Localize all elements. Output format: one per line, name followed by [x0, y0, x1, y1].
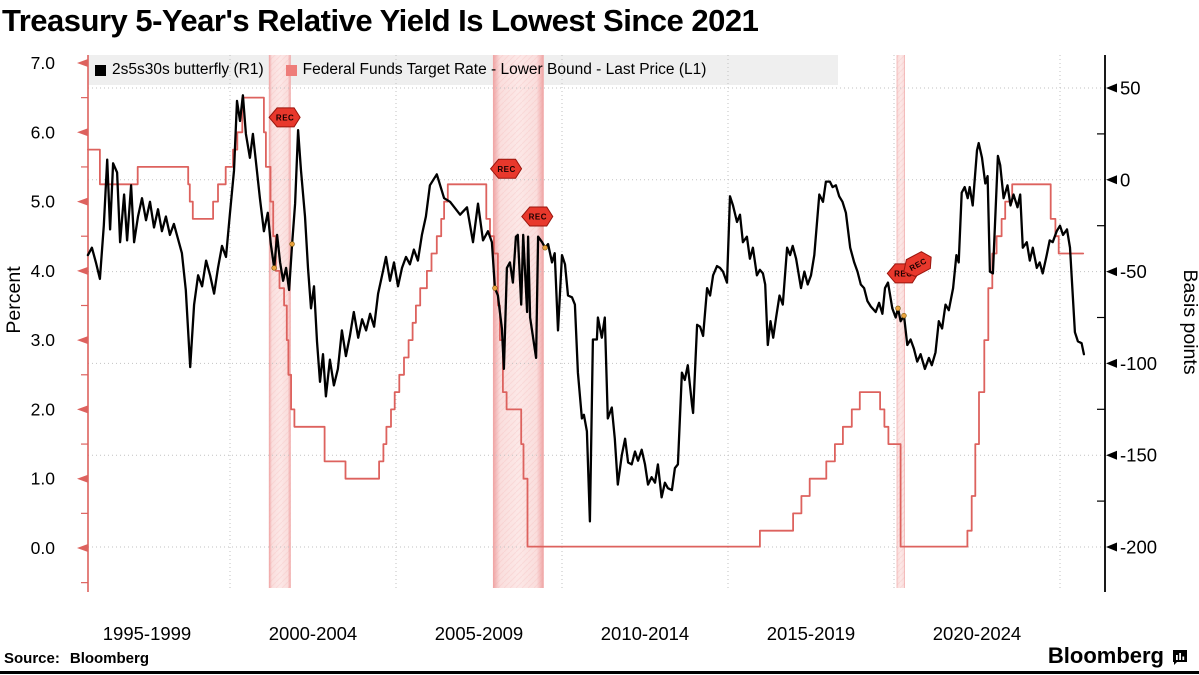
rec-badge-label: REC: [529, 213, 547, 222]
left-tick-label: 2.0: [31, 399, 56, 419]
rec-badge-label: REC: [276, 113, 294, 122]
left-tick-label: 1.0: [31, 469, 56, 489]
left-tick-arrow-icon: [77, 266, 88, 275]
rec-badge-label: REC: [497, 165, 515, 174]
recession-event-dot: [271, 265, 277, 271]
right-tick-label: -200: [1120, 537, 1157, 558]
chart-legend: 2s5s30s butterfly (R1) Federal Funds Tar…: [88, 55, 706, 85]
recession-event-dot: [542, 245, 548, 251]
rec-badge: REC: [489, 158, 523, 179]
right-tick-label: 0: [1120, 169, 1130, 190]
left-tick-label: 0.0: [31, 538, 56, 558]
source-label: Source:: [4, 650, 60, 667]
recession-event-dot: [901, 312, 907, 319]
left-tick-arrow-icon: [77, 128, 88, 137]
source-note: Source: Bloomberg: [4, 650, 149, 667]
butterfly-swatch-icon: [95, 64, 106, 76]
recession-band-hatch: [268, 55, 291, 588]
right-tick-arrow-icon: [1106, 175, 1117, 185]
fed-funds-swatch-icon: [285, 64, 297, 76]
chart-title: Treasury 5-Year's Relative Yield Is Lowe…: [2, 3, 759, 38]
legend-label-fed-funds: Federal Funds Target Rate - Lower Bound …: [302, 61, 707, 78]
bloomberg-logo: Bloomberg: [1048, 643, 1189, 669]
legend-label-butterfly: 2s5s30s butterfly (R1): [112, 61, 264, 78]
left-axis-title: Percent: [3, 266, 25, 334]
left-tick-label: 3.0: [31, 330, 56, 350]
source-value: Bloomberg: [69, 650, 150, 667]
x-axis-label: 2010-2014: [601, 623, 689, 644]
right-tick-arrow-icon: [1106, 83, 1117, 93]
x-axis-label: 2005-2009: [435, 623, 523, 644]
rec-badge-label: REC: [894, 269, 912, 278]
right-tick-arrow-icon: [1106, 358, 1117, 368]
right-tick-label: 50: [1120, 78, 1141, 99]
right-tick-label: -50: [1120, 261, 1147, 282]
left-tick-arrow-icon: [77, 474, 88, 483]
right-axis-title: Basis points: [1179, 269, 1199, 374]
left-tick-arrow-icon: [77, 59, 88, 68]
legend-item-fed-funds: Federal Funds Target Rate - Lower Bound …: [285, 61, 707, 79]
right-tick-label: -150: [1120, 445, 1157, 466]
legend-background: [88, 55, 838, 85]
legend-item-butterfly: 2s5s30s butterfly (R1): [95, 61, 264, 79]
left-tick-arrow-icon: [77, 197, 88, 206]
rec-badge: REC: [903, 251, 932, 277]
left-tick-label: 7.0: [31, 53, 56, 73]
x-axis-label: 2015-2019: [767, 623, 855, 644]
left-tick-arrow-icon: [77, 336, 88, 345]
recession-event-dot: [289, 241, 295, 247]
rec-badge: REC: [268, 107, 301, 128]
rec-badge: REC: [521, 206, 554, 227]
left-tick-arrow-icon: [77, 405, 88, 414]
bottom-divider: [0, 671, 1199, 674]
right-tick-arrow-icon: [1106, 542, 1117, 552]
left-tick-label: 4.0: [31, 261, 56, 281]
left-tick-arrow-icon: [77, 544, 88, 552]
x-axis-label: 1995-1999: [103, 623, 191, 644]
left-tick-label: 5.0: [31, 192, 56, 212]
right-tick-arrow-icon: [1106, 450, 1117, 460]
right-tick-arrow-icon: [1106, 267, 1117, 277]
right-tick-label: -100: [1120, 353, 1157, 374]
butterfly-line: [86, 94, 1086, 523]
x-axis-label: 2000-2004: [269, 623, 357, 644]
fed-funds-line: [87, 96, 1085, 548]
bloomberg-wordmark: Bloomberg: [1047, 643, 1164, 668]
recession-event-dot: [492, 285, 498, 291]
x-axis-label: 2020-2024: [933, 623, 1021, 644]
recession-event-dot: [895, 305, 901, 312]
bloomberg-mark-icon: [1173, 650, 1187, 665]
left-tick-label: 6.0: [31, 122, 56, 142]
